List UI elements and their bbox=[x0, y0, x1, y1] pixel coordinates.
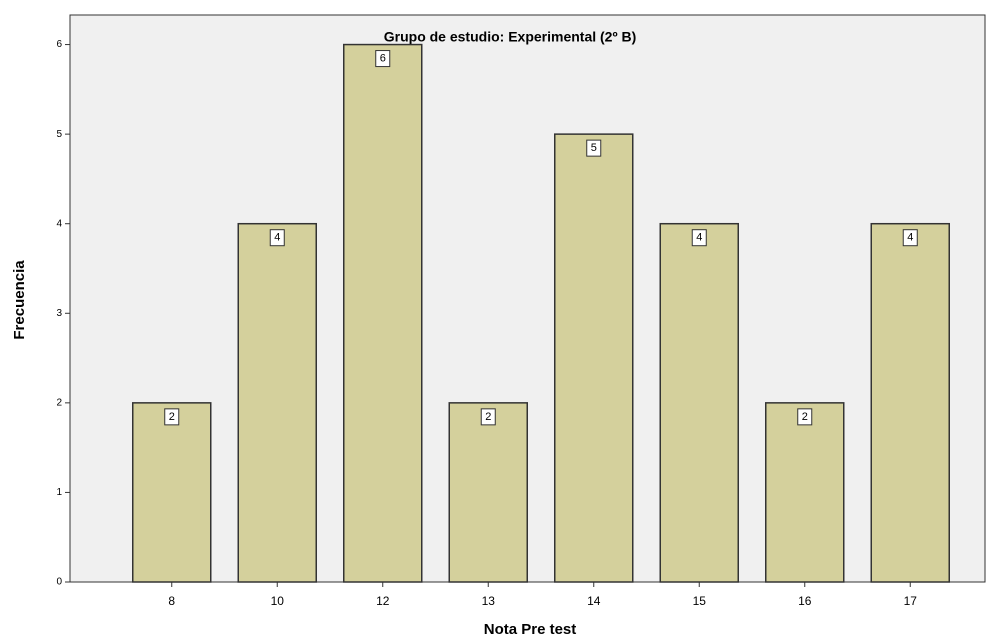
y-axis-title: Frecuencia bbox=[11, 260, 28, 340]
x-tick-label: 10 bbox=[271, 594, 285, 608]
value-label-box bbox=[164, 408, 180, 426]
value-label-box bbox=[797, 408, 813, 426]
value-label: 2 bbox=[485, 411, 491, 423]
x-tick-label: 15 bbox=[693, 594, 707, 608]
value-label: 2 bbox=[802, 411, 808, 423]
x-tick-label: 8 bbox=[168, 594, 175, 608]
value-label: 4 bbox=[696, 232, 702, 244]
y-tick-label: 6 bbox=[56, 39, 62, 50]
y-tick-label: 3 bbox=[56, 308, 62, 319]
y-tick-label: 4 bbox=[56, 218, 62, 229]
value-label-box bbox=[586, 139, 602, 157]
bar bbox=[132, 402, 212, 583]
value-label: 6 bbox=[380, 52, 386, 64]
value-label: 4 bbox=[274, 232, 280, 244]
y-tick-label: 2 bbox=[56, 397, 62, 408]
value-label: 2 bbox=[169, 411, 175, 423]
bar bbox=[870, 222, 950, 583]
value-label-box bbox=[691, 229, 707, 247]
value-label: 4 bbox=[907, 232, 913, 244]
value-label: 5 bbox=[591, 142, 597, 154]
bar bbox=[448, 402, 528, 583]
value-label-box bbox=[375, 50, 391, 68]
bar bbox=[659, 222, 739, 583]
bar bbox=[554, 133, 634, 583]
y-tick-label: 0 bbox=[56, 577, 62, 588]
bar bbox=[765, 402, 845, 583]
value-label-box bbox=[902, 229, 918, 247]
x-tick-label: 17 bbox=[904, 594, 918, 608]
bar bbox=[343, 43, 423, 583]
value-label-box bbox=[480, 408, 496, 426]
chart-title: Grupo de estudio: Experimental (2º B) bbox=[384, 29, 636, 45]
bar bbox=[237, 222, 317, 583]
value-label-box bbox=[269, 229, 285, 247]
x-axis-title: Nota Pre test bbox=[484, 621, 577, 638]
x-tick-label: 14 bbox=[587, 594, 601, 608]
x-tick-label: 16 bbox=[798, 594, 812, 608]
x-tick-label: 13 bbox=[482, 594, 496, 608]
y-tick-label: 1 bbox=[56, 487, 62, 498]
x-tick-label: 12 bbox=[376, 594, 390, 608]
y-tick-label: 5 bbox=[56, 129, 62, 140]
